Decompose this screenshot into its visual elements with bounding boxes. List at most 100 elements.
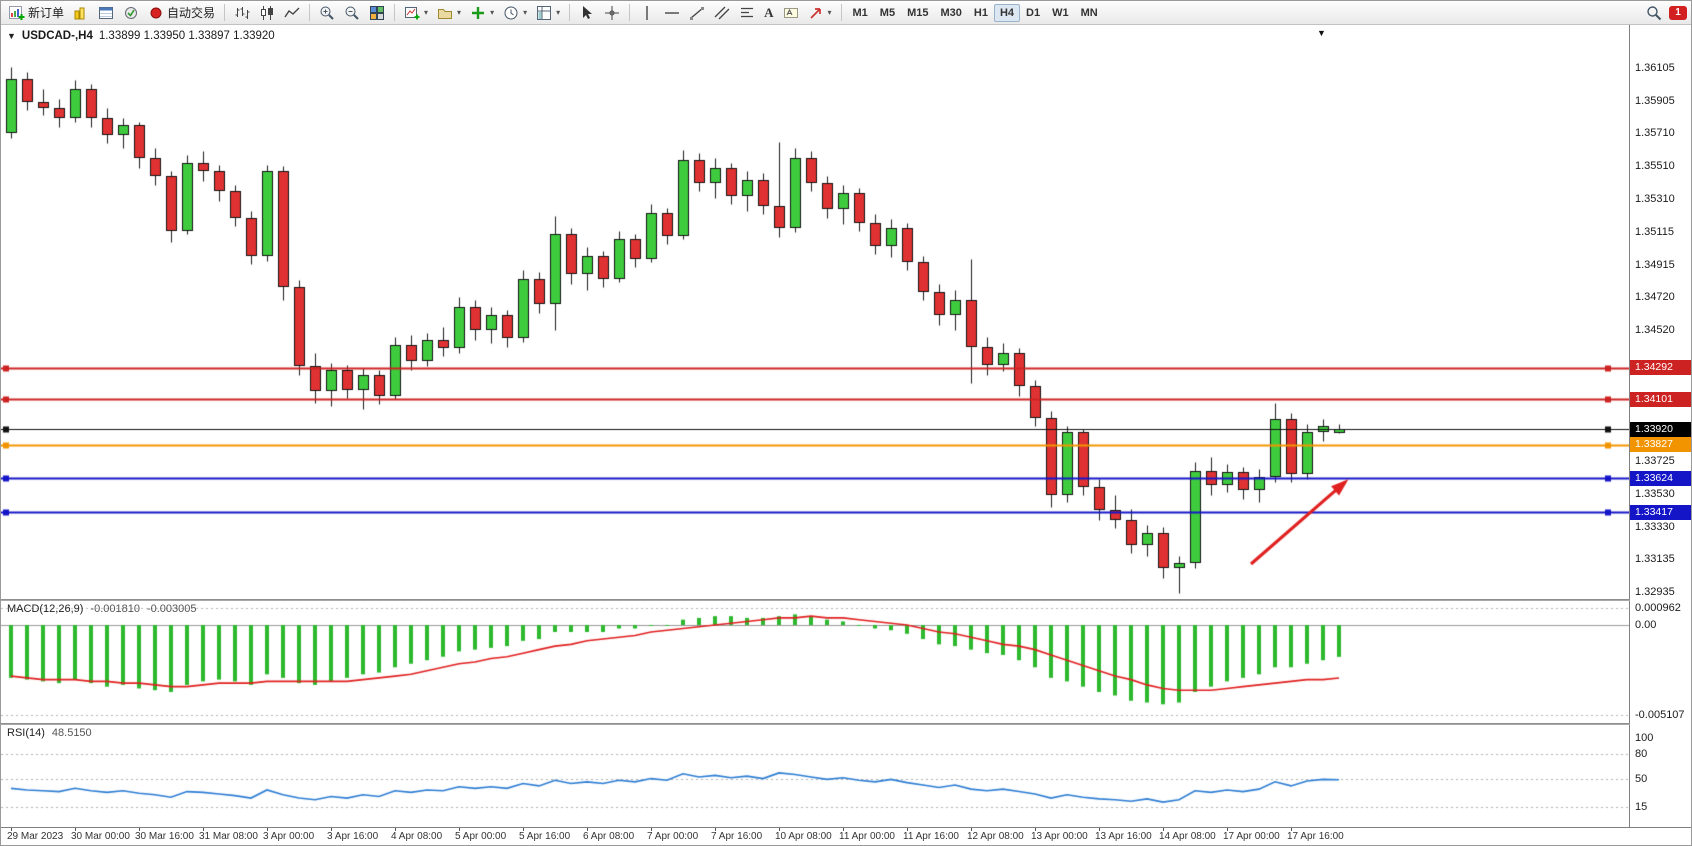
chart-shift-marker-icon[interactable]: ▼ (1317, 28, 1326, 38)
time-tick (779, 828, 780, 831)
dropdown-arrow-icon: ▾ (827, 8, 832, 17)
one-click-trading-arrow-icon[interactable]: ▼ (7, 31, 16, 41)
zoom-out-button[interactable] (340, 2, 364, 24)
market-watch-button[interactable] (69, 2, 93, 24)
macd-panel-canvas[interactable] (1, 601, 1629, 723)
time-axis[interactable]: 29 Mar 2023 30 Mar 00:00 30 Mar 16:00 31 Ma… (1, 827, 1691, 845)
tile-windows-button[interactable] (365, 2, 389, 24)
toolbar-separator (569, 4, 571, 21)
time-axis-label: 7 Apr 00:00 (647, 831, 699, 842)
axis-tick-label: 0.00 (1635, 618, 1657, 631)
candlestick-icon (261, 5, 274, 20)
navigator-button[interactable] (119, 2, 143, 24)
trendline-tool-button[interactable] (685, 2, 709, 24)
crosshair-icon (605, 5, 620, 20)
macd-panel-splitter[interactable] (1, 599, 1691, 601)
hline-price-box[interactable]: 1.33827 (1630, 437, 1691, 453)
timeframe-w1[interactable]: W1 (1052, 6, 1069, 19)
timeframe-h4[interactable]: H4 (993, 3, 1021, 22)
arrows-tool-button[interactable]: ▾ (804, 2, 836, 24)
time-tick (203, 828, 204, 831)
new-order-button[interactable]: 新订单 (5, 2, 68, 24)
profiles-button[interactable]: ▾ (433, 2, 465, 24)
time-tick (523, 828, 524, 831)
chart-window-title: ▼ USDCAD-,H4 1.33899 1.33950 1.33897 1.3… (7, 30, 275, 42)
time-axis-label: 17 Apr 00:00 (1223, 831, 1280, 842)
axis-tick-label: 1.34520 (1635, 324, 1675, 336)
time-axis-label: 10 Apr 08:00 (775, 831, 832, 842)
time-tick (843, 828, 844, 831)
axis-tick-label: 1.34720 (1635, 290, 1675, 303)
time-tick (267, 828, 268, 831)
axis-tick-label: 1.33725 (1635, 455, 1675, 468)
templates-button[interactable]: ▾ (532, 2, 564, 24)
timeframe-mn[interactable]: MN (1080, 6, 1098, 19)
line-chart-mode-button[interactable] (280, 2, 304, 24)
axis-tick-label: 1.33135 (1635, 552, 1675, 565)
search-button[interactable] (1642, 2, 1666, 24)
trendline-icon (690, 6, 705, 20)
time-axis-label: 31 Mar 08:00 (199, 831, 258, 842)
equidistant-channel-icon (714, 6, 730, 19)
toolbar-separator (394, 4, 396, 21)
data-window-icon (99, 6, 114, 19)
dropdown-arrow-icon: ▾ (424, 8, 429, 17)
hline-price-box[interactable]: 1.33417 (1630, 504, 1691, 520)
price-axis-border (1629, 25, 1630, 827)
time-axis-label: 5 Apr 00:00 (455, 831, 507, 842)
new-order-label: 新订单 (28, 6, 65, 20)
timeframe-m5[interactable]: M5 (879, 6, 896, 19)
time-axis-label: 30 Mar 16:00 (135, 831, 194, 842)
axis-tick-label: 1.33530 (1635, 487, 1675, 500)
new-chart-button[interactable]: ▾ (400, 2, 432, 24)
time-axis-label: 6 Apr 08:00 (583, 831, 635, 842)
axis-tick-label: 1.32935 (1635, 586, 1675, 598)
timeframe-m30[interactable]: M30 (940, 6, 962, 19)
price-axis[interactable]: 1.36105 1.35905 1.35710 1.35510 1.35310 1.351… (1630, 25, 1691, 827)
axis-tick-label: 1.35905 (1635, 95, 1675, 108)
time-axis-label: 14 Apr 08:00 (1159, 831, 1216, 842)
navigator-icon (125, 6, 138, 19)
hline-price-box[interactable]: 1.33624 (1630, 470, 1691, 486)
text-label-tool-button[interactable] (779, 2, 803, 24)
main-chart-canvas[interactable] (1, 25, 1629, 599)
notification-badge[interactable]: 1 (1669, 5, 1687, 20)
hline-price-box[interactable]: 1.34292 (1630, 360, 1691, 376)
horizontal-line-tool-button[interactable] (660, 2, 684, 24)
axis-tick-label: 1.34915 (1635, 258, 1675, 271)
crosshair-button[interactable] (600, 2, 624, 24)
market-watch-icon (74, 7, 85, 19)
zoom-in-button[interactable] (315, 2, 339, 24)
time-tick (395, 828, 396, 831)
axis-tick-label: -0.005107 (1635, 709, 1685, 721)
autotrade-button[interactable]: 自动交易 (144, 2, 219, 24)
timeframe-d1[interactable]: D1 (1026, 6, 1041, 19)
dropdown-arrow-icon: ▾ (556, 8, 561, 17)
axis-tick-label: 15 (1635, 801, 1648, 813)
indicators-button[interactable]: ▾ (466, 2, 498, 24)
macd-signal-value: -0.003005 (146, 603, 197, 615)
text-tool-button[interactable]: A (760, 2, 777, 24)
rsi-panel-canvas[interactable] (1, 725, 1629, 827)
candlestick-mode-button[interactable] (255, 2, 279, 24)
timeframe-m15[interactable]: M15 (907, 6, 929, 19)
data-window-button[interactable] (94, 2, 118, 24)
time-axis-label: 13 Apr 00:00 (1031, 831, 1088, 842)
toolbar: 新订单 自动交易 (1, 1, 1691, 25)
hline-price-box[interactable]: 1.34101 (1630, 391, 1691, 407)
text-tool-icon: A (764, 4, 774, 20)
timeframe-m1[interactable]: M1 (852, 6, 868, 19)
time-axis-label: 11 Apr 00:00 (839, 831, 895, 842)
timeframe-h1[interactable]: H1 (973, 6, 988, 19)
time-tick (459, 828, 460, 831)
fibonacci-tool-button[interactable] (735, 2, 759, 24)
rsi-panel-splitter[interactable] (1, 723, 1691, 725)
time-axis-label: 29 Mar 2023 (7, 831, 64, 842)
channel-tool-button[interactable] (710, 2, 734, 24)
tile-windows-icon (370, 5, 385, 20)
periods-button[interactable]: ▾ (499, 2, 531, 24)
vertical-line-tool-button[interactable] (635, 2, 659, 24)
bar-chart-mode-button[interactable] (230, 2, 254, 24)
cursor-button[interactable] (575, 2, 599, 24)
current-price-box[interactable]: 1.33920 (1630, 421, 1691, 437)
